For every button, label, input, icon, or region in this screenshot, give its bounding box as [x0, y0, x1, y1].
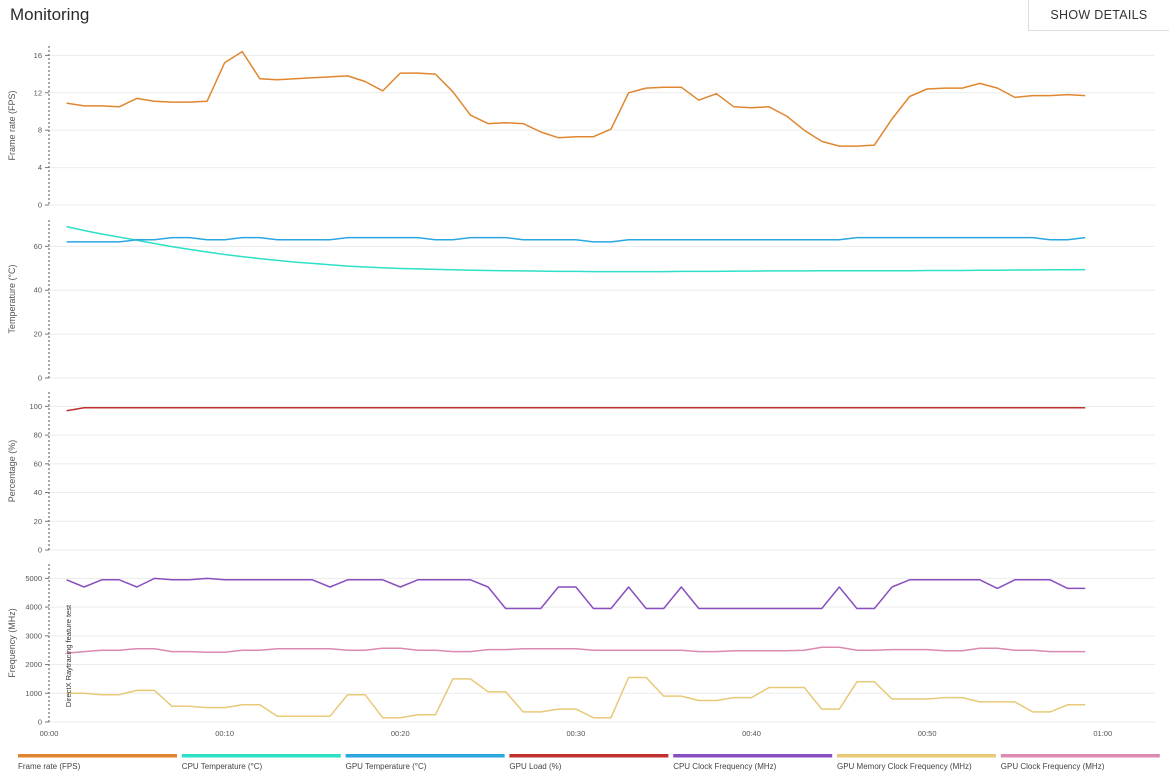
y-axis-title: Frequency (MHz): [7, 608, 17, 678]
y-tick-label: 3000: [25, 631, 42, 640]
series-line: [66, 236, 1086, 243]
legend-label: GPU Memory Clock Frequency (MHz): [837, 762, 972, 771]
legend-swatch: [837, 754, 996, 758]
x-tick-label: 00:00: [40, 729, 59, 738]
series-line: [66, 407, 1086, 412]
legend-label: GPU Temperature (°C): [346, 762, 427, 771]
y-tick-label: 0: [38, 374, 42, 383]
legend-label: CPU Clock Frequency (MHz): [673, 762, 776, 771]
y-tick-label: 0: [38, 546, 42, 555]
x-tick-label: 00:20: [391, 729, 410, 738]
y-tick-label: 40: [34, 286, 42, 295]
legend-swatch: [181, 754, 341, 758]
y-tick-label: 1000: [25, 689, 42, 698]
x-tick-label: 00:30: [566, 729, 585, 738]
x-tick-label: 00:10: [215, 729, 234, 738]
series-line: [66, 646, 1086, 654]
y-tick-label: 60: [34, 242, 42, 251]
series-line: [66, 50, 1086, 147]
x-tick-label: 01:00: [1093, 729, 1112, 738]
y-tick-label: 20: [34, 517, 42, 526]
y-tick-label: 4000: [25, 603, 42, 612]
y-tick-label: 0: [38, 718, 42, 727]
y-axis-title: Percentage (%): [7, 440, 17, 503]
series-line: [66, 676, 1086, 719]
legend-label: CPU Temperature (°C): [182, 762, 263, 771]
legend-swatch: [1000, 754, 1160, 758]
legend-swatch: [509, 754, 669, 758]
y-axis-title: Frame rate (FPS): [7, 90, 17, 160]
y-tick-label: 100: [29, 402, 42, 411]
legend-swatch: [345, 754, 505, 758]
y-tick-label: 80: [34, 431, 42, 440]
y-tick-label: 40: [34, 488, 42, 497]
y-tick-label: 4: [38, 163, 42, 172]
show-details-button[interactable]: SHOW DETAILS: [1028, 0, 1169, 31]
y-tick-label: 0: [38, 201, 42, 210]
y-tick-label: 8: [38, 126, 42, 135]
annotation-label: DirectX Raytracing feature test: [64, 604, 73, 707]
y-tick-label: 12: [34, 88, 42, 97]
series-line: [66, 225, 1086, 273]
y-tick-label: 2000: [25, 660, 42, 669]
legend-swatch: [673, 754, 833, 758]
x-tick-label: 00:40: [742, 729, 761, 738]
legend-label: GPU Clock Frequency (MHz): [1001, 762, 1105, 771]
page-title: Monitoring: [10, 5, 90, 24]
legend-swatch: [18, 754, 177, 758]
y-tick-label: 60: [34, 459, 42, 468]
y-tick-label: 20: [34, 330, 42, 339]
legend-label: Frame rate (FPS): [18, 762, 81, 771]
y-tick-label: 16: [34, 51, 42, 60]
series-line: [66, 577, 1086, 610]
legend-label: GPU Load (%): [509, 762, 561, 771]
y-tick-label: 5000: [25, 574, 42, 583]
y-axis-title: Temperature (°C): [7, 264, 17, 333]
x-tick-label: 00:50: [918, 729, 937, 738]
